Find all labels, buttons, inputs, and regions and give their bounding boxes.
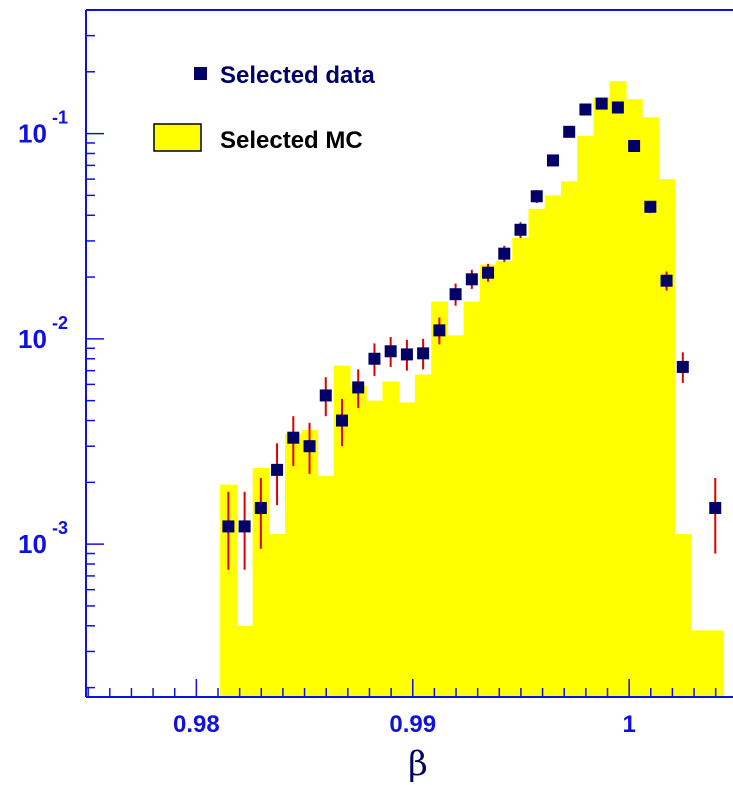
data-point (303, 440, 316, 453)
data-point (449, 288, 462, 301)
mc-bin-bar (512, 237, 530, 697)
x-tick-label: 0.98 (173, 711, 220, 738)
y-tick-exponent: -3 (52, 518, 68, 538)
y-tick-label: 10 (18, 324, 47, 354)
data-point (595, 97, 608, 110)
data-point (384, 345, 397, 358)
mc-bin-bar (463, 301, 481, 697)
mc-bin-bar (301, 429, 319, 697)
data-point (254, 501, 267, 514)
mc-bin-bar (268, 534, 286, 697)
mc-bin-bar (317, 475, 335, 697)
mc-bin-bar (479, 264, 497, 697)
mc-bin-bar (528, 208, 546, 697)
data-point (400, 348, 413, 361)
data-point (676, 360, 689, 373)
data-point (660, 274, 673, 287)
data-point (628, 140, 641, 153)
mc-bin-bar (431, 301, 448, 697)
data-point (271, 463, 284, 476)
mc-bin-bar (252, 467, 270, 697)
data-points (222, 97, 722, 570)
x-tick-label: 1 (622, 711, 635, 738)
data-point (352, 381, 365, 394)
data-point (433, 324, 446, 337)
legend-marker-data (194, 67, 207, 80)
mc-bin-bar (593, 97, 611, 698)
mc-bin-bar (220, 484, 237, 697)
data-point (287, 431, 300, 444)
data-point (709, 501, 722, 514)
mc-bin-bar (674, 534, 692, 697)
mc-bin-bar (496, 260, 513, 697)
legend-label-mc: Selected MC (220, 127, 363, 154)
data-point (644, 200, 657, 213)
data-point (611, 101, 624, 114)
data-point (530, 190, 543, 203)
legend-swatch-mc (153, 123, 202, 152)
mc-histogram (220, 81, 724, 698)
mc-bin-bar (577, 135, 595, 697)
data-point (335, 414, 348, 427)
data-point (417, 347, 430, 360)
x-tick-label: 0.99 (389, 711, 436, 738)
mc-bin-bar (658, 179, 676, 698)
y-tick-label: 10 (18, 119, 47, 149)
mc-bin-bar (333, 365, 351, 697)
mc-bin-bar (349, 385, 367, 697)
data-point (482, 266, 495, 279)
data-point (319, 389, 332, 402)
mc-bin-bar (560, 181, 578, 697)
data-point (514, 223, 527, 236)
y-tick-label: 10 (18, 529, 47, 559)
data-point (368, 352, 381, 365)
data-point (238, 520, 251, 533)
data-point (563, 125, 576, 138)
mc-bin-bar (544, 195, 562, 698)
data-point (465, 273, 478, 286)
data-point (498, 247, 511, 260)
mc-bin-bar (236, 625, 254, 697)
data-point (546, 154, 559, 167)
mc-bin-bar (707, 630, 724, 697)
x-ticks: 0.98 0.99 1 (87, 679, 717, 738)
mc-bin-bar (414, 374, 432, 697)
y-tick-exponent: -1 (52, 108, 68, 128)
mc-bin-bar (366, 400, 384, 697)
axis-frame (85, 9, 733, 698)
data-point (579, 103, 592, 116)
mc-bin-bar (609, 81, 627, 698)
legend: Selected data Selected MC (153, 62, 375, 154)
mc-bin-bar (625, 99, 643, 698)
legend-label-data: Selected data (220, 62, 375, 89)
y-tick-exponent: -2 (52, 313, 68, 333)
x-axis-title: β (408, 744, 428, 784)
mc-bin-bar (447, 335, 465, 697)
mc-bin-bar (382, 381, 400, 697)
mc-bin-bar (285, 433, 302, 697)
y-ticks: 10-110-210-3 (18, 9, 104, 689)
mc-bin-bar (398, 402, 416, 697)
data-point (222, 520, 235, 533)
mc-bin-bar (642, 117, 659, 697)
mc-bin-bar (690, 630, 708, 697)
